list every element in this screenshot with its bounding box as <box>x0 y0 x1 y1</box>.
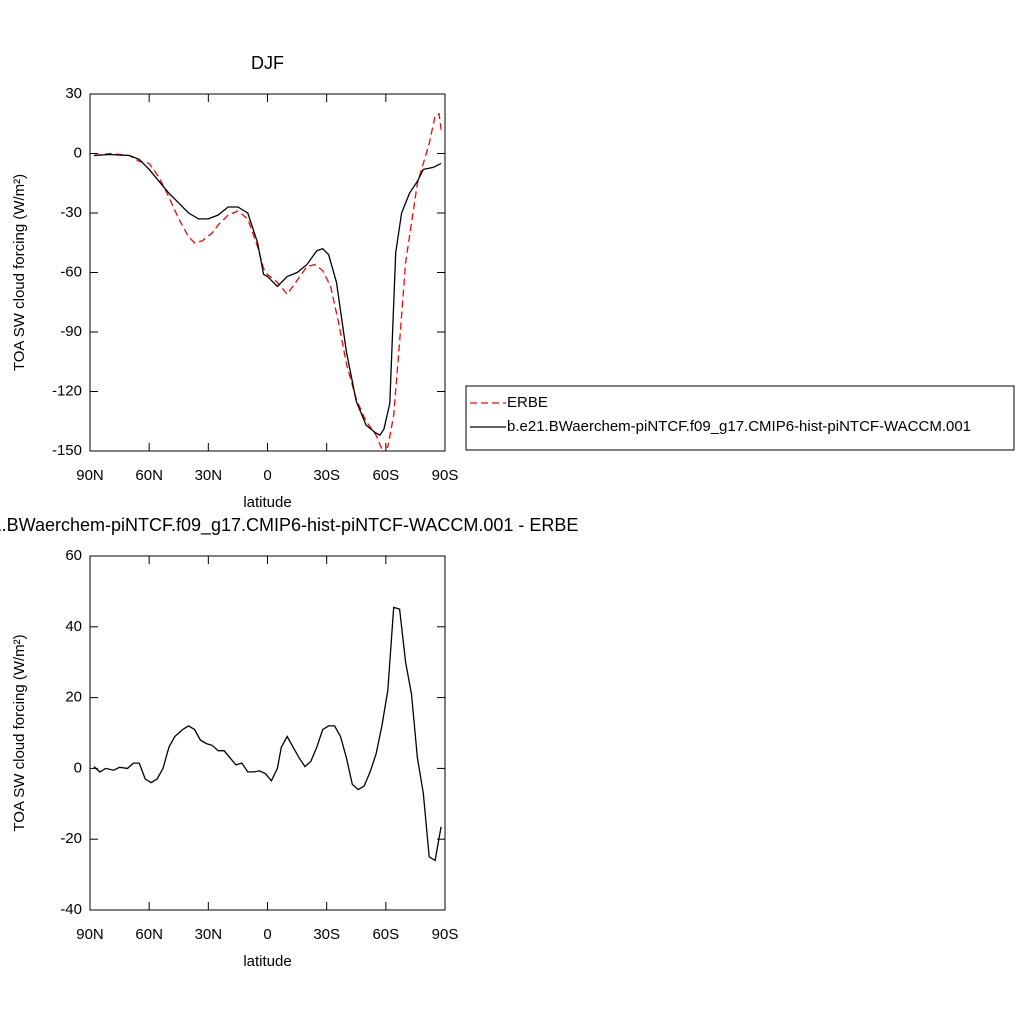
x-tick-label: 60S <box>372 467 399 484</box>
y-tick-label: 30 <box>65 85 82 102</box>
y-tick-label: -60 <box>60 263 82 280</box>
x-tick-label: 0 <box>263 467 271 484</box>
legend-box <box>465 385 1015 451</box>
y-tick-label: -30 <box>60 204 82 221</box>
x-tick-label: 30S <box>313 467 340 484</box>
y-tick-label: 40 <box>65 618 82 635</box>
x-tick-label: 60N <box>135 467 163 484</box>
legend-label: b.e21.BWaerchem-piNTCF.f09_g17.CMIP6-his… <box>507 418 971 435</box>
chart-title: b.e21.BWaerchem-piNTCF.f09_g17.CMIP6-his… <box>0 515 578 536</box>
chart-title: DJF <box>251 53 284 73</box>
y-tick-label: -150 <box>52 442 82 459</box>
data-line <box>93 153 442 436</box>
y-tick-label: 60 <box>65 547 82 564</box>
y-axis-label: TOA SW cloud forcing (W/m²) <box>11 174 28 371</box>
x-tick-label: 90S <box>432 926 459 943</box>
y-tick-label: -40 <box>60 901 82 918</box>
x-tick-label: 90S <box>432 467 459 484</box>
x-axis-label: latitude <box>243 494 291 511</box>
x-axis-label: latitude <box>243 953 291 970</box>
data-line <box>93 606 442 862</box>
x-tick-label: 30S <box>313 926 340 943</box>
y-axis-label: TOA SW cloud forcing (W/m²) <box>11 634 28 831</box>
data-line <box>93 112 442 450</box>
plot-frame <box>89 93 446 452</box>
y-tick-label: 0 <box>74 759 82 776</box>
x-tick-label: 90N <box>76 467 104 484</box>
x-tick-label: 30N <box>195 926 223 943</box>
y-tick-label: 0 <box>74 144 82 161</box>
legend-label: ERBE <box>507 394 548 411</box>
y-tick-label: -20 <box>60 830 82 847</box>
y-tick-label: -120 <box>52 382 82 399</box>
x-tick-label: 60S <box>372 926 399 943</box>
x-tick-label: 30N <box>195 467 223 484</box>
plot-frame <box>89 555 446 911</box>
y-tick-label: 20 <box>65 689 82 706</box>
x-tick-label: 0 <box>263 926 271 943</box>
x-tick-label: 60N <box>135 926 163 943</box>
y-tick-label: -90 <box>60 323 82 340</box>
x-tick-label: 90N <box>76 926 104 943</box>
